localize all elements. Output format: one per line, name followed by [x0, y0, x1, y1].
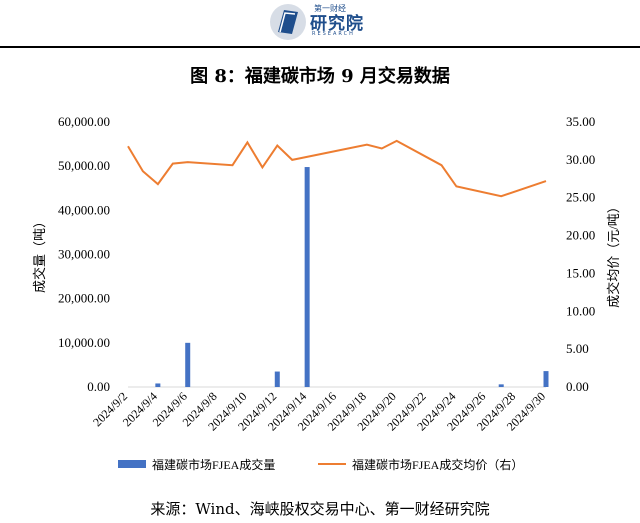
- logo-text: 研究院: [310, 14, 364, 34]
- y-left-tick-label: 20,000.00: [58, 291, 110, 306]
- logo: 第一财经 研究院 RESEARCH: [268, 2, 378, 42]
- y-right-tick-label: 35.00: [566, 114, 595, 129]
- bar-series: [155, 167, 549, 387]
- y-right-tick-label: 5.00: [566, 341, 589, 356]
- y-left-tick-label: 10,000.00: [58, 335, 110, 350]
- y-right-tick-label: 15.00: [566, 265, 595, 280]
- source-note: 来源：Wind、海峡股权交易中心、第一财经研究院: [150, 500, 490, 518]
- volume-bar: [155, 383, 161, 387]
- volume-bar: [304, 167, 310, 387]
- y-right-tick-label: 20.00: [566, 228, 595, 243]
- volume-bar: [274, 371, 280, 387]
- right-axis: 0.00 5.00 10.00 15.00 20.00 25.00 30.00 35.00: [566, 114, 595, 394]
- price-line: [127, 139, 547, 198]
- volume-bar: [185, 342, 191, 387]
- legend-bar-swatch: [118, 460, 146, 468]
- y-right-tick-label: 30.00: [566, 152, 595, 167]
- y-left-tick-label: 30,000.00: [58, 247, 110, 262]
- y-right-tick-label: 25.00: [566, 190, 595, 205]
- x-axis: 2024/9/22024/9/42024/9/62024/9/82024/9/1…: [90, 389, 548, 433]
- chart: 0.00 10,000.00 20,000.00 30,000.00 40,000.00…: [32, 114, 621, 472]
- y-axis-right-label: 成交均价（元/吨）: [606, 200, 621, 308]
- volume-bar: [543, 371, 549, 387]
- header-divider: [0, 46, 640, 48]
- y-right-tick-label: 10.00: [566, 303, 595, 318]
- volume-bar: [498, 384, 504, 387]
- y-right-tick-label: 0.00: [566, 379, 589, 394]
- y-axis-left-label: 成交量（吨）: [32, 215, 47, 293]
- logo-subtext: RESEARCH: [312, 31, 355, 37]
- logo-small-text: 第一财经: [314, 4, 346, 13]
- chart-title: 图 8：福建碳市场 9 月交易数据: [190, 66, 450, 87]
- y-left-tick-label: 0.00: [87, 379, 110, 394]
- legend: 福建碳市场FJEA成交量 福建碳市场FJEA成交均价（右）: [118, 457, 523, 472]
- left-axis: 0.00 10,000.00 20,000.00 30,000.00 40,000.00…: [58, 114, 110, 394]
- y-left-tick-label: 40,000.00: [58, 202, 110, 217]
- y-left-tick-label: 50,000.00: [58, 158, 110, 173]
- logo-emblem-icon: [270, 4, 306, 40]
- legend-line-label: 福建碳市场FJEA成交均价（右）: [352, 457, 523, 472]
- legend-bar-label: 福建碳市场FJEA成交量: [152, 457, 275, 472]
- y-left-tick-label: 60,000.00: [58, 114, 110, 129]
